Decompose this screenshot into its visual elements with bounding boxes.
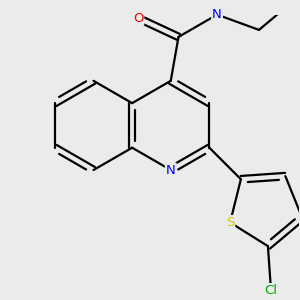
- Text: N: N: [166, 164, 175, 176]
- Text: N: N: [212, 8, 222, 21]
- Text: S: S: [226, 216, 234, 229]
- Text: Cl: Cl: [265, 284, 278, 297]
- Text: O: O: [133, 12, 143, 25]
